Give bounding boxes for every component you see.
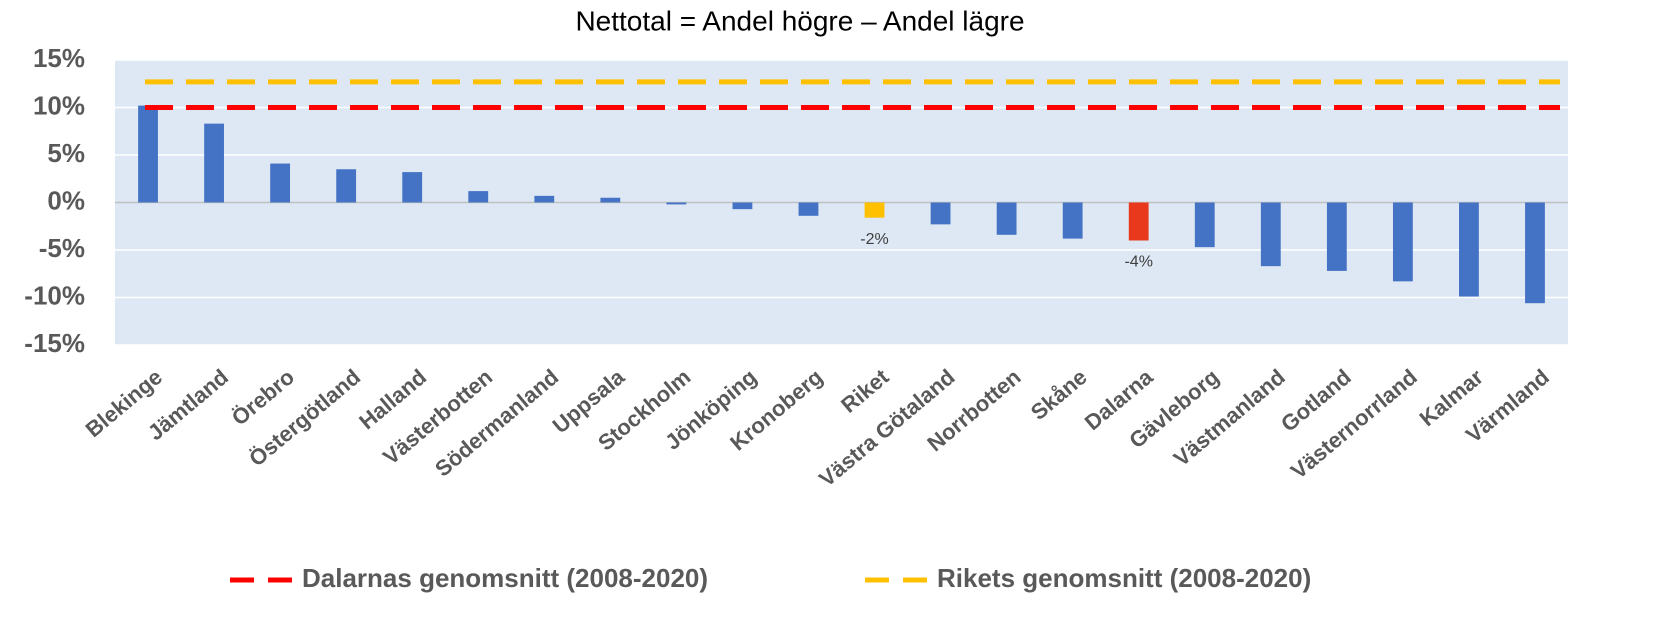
bar [798,202,819,216]
y-tick-label: 0% [47,185,85,215]
value-label: -2% [860,231,888,248]
bar [1525,202,1545,304]
x-tick-label: Östergötland [244,364,365,471]
bar [996,202,1017,235]
bar [204,123,224,203]
bar [732,202,753,210]
bar [1326,202,1347,271]
chart-title: Nettotal = Andel högre – Andel lägre [575,5,1024,36]
bar [138,105,158,203]
x-tick-label: Riket [836,364,894,418]
y-tick-label: -5% [39,233,85,263]
bar [336,169,357,203]
bar [270,163,291,203]
y-tick-label: 10% [33,90,85,120]
bar [468,191,489,203]
x-tick-label: Västmanland [1169,364,1290,471]
bar [1459,202,1479,297]
y-tick-label: -10% [24,280,85,310]
bar [1128,202,1149,241]
x-tick-label: Södermanland [430,364,563,481]
bar [1260,202,1281,267]
value-label: -4% [1124,254,1152,271]
y-tick-label: 15% [33,43,85,73]
bar [666,202,687,205]
bar [1392,202,1413,282]
bar [930,202,951,225]
bar [1194,202,1215,248]
bar [600,197,621,203]
y-tick-label: -15% [24,328,85,358]
legend-label: Rikets genomsnitt (2008-2020) [937,563,1311,593]
y-tick-label: 5% [47,138,85,168]
bar [534,195,555,203]
bar [402,172,423,203]
bar [1062,202,1083,239]
bar [864,202,885,218]
legend-label: Dalarnas genomsnitt (2008-2020) [302,563,708,593]
